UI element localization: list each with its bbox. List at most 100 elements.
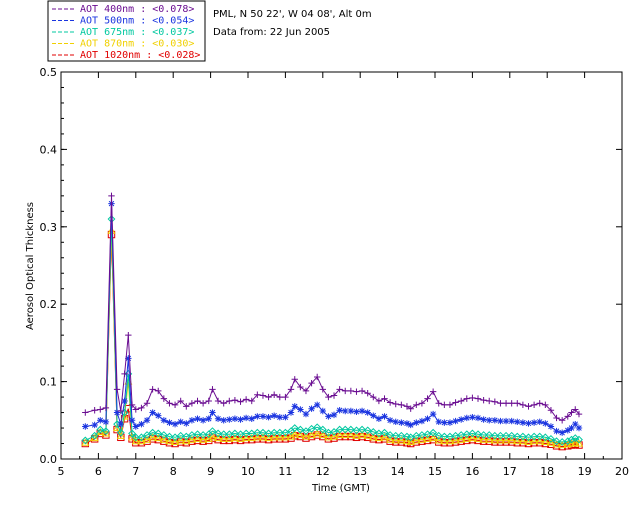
data-point — [302, 427, 310, 436]
data-point — [558, 429, 566, 436]
data-point — [358, 407, 366, 415]
data-point — [270, 391, 278, 398]
x-tick-label: 7 — [132, 465, 139, 478]
data-point — [502, 400, 510, 407]
data-point — [102, 404, 110, 412]
data-point — [536, 418, 543, 426]
data-point — [392, 418, 399, 426]
data-point — [113, 386, 121, 393]
data-point — [171, 420, 179, 428]
data-point — [564, 427, 571, 434]
data-point — [490, 436, 499, 444]
data-point — [275, 428, 284, 437]
data-point — [530, 432, 539, 441]
data-point — [230, 433, 239, 442]
data-point — [155, 412, 162, 419]
data-point — [148, 428, 157, 437]
data-point — [325, 393, 332, 401]
data-point — [258, 433, 268, 441]
data-point — [291, 403, 298, 410]
data-point — [319, 386, 326, 393]
data-point — [128, 401, 136, 409]
data-point — [131, 433, 140, 442]
data-point — [208, 432, 217, 440]
data-point — [441, 419, 448, 426]
x-tick-label: 17 — [503, 465, 517, 478]
data-point — [406, 437, 415, 446]
data-point — [143, 431, 151, 439]
data-point — [424, 395, 431, 402]
data-point — [91, 407, 98, 414]
data-point — [226, 416, 233, 423]
data-point — [97, 417, 104, 424]
data-point — [308, 379, 315, 387]
data-point — [188, 417, 196, 424]
data-point — [330, 392, 338, 399]
data-point — [82, 423, 89, 430]
data-point — [142, 435, 152, 443]
data-point — [166, 400, 173, 407]
data-point — [568, 409, 575, 416]
data-point — [282, 414, 289, 421]
data-point — [502, 436, 511, 444]
legend-label: AOT 675nm : <0.037> — [80, 27, 194, 38]
data-point — [182, 432, 191, 441]
date-label: Data from: 22 Jun 2005 — [213, 27, 330, 38]
data-point — [541, 433, 550, 442]
data-point — [558, 440, 567, 449]
data-point — [429, 388, 437, 395]
data-point — [313, 373, 321, 381]
data-point — [435, 418, 442, 426]
data-point — [441, 401, 448, 409]
data-point — [502, 431, 510, 440]
data-point — [398, 401, 405, 409]
data-point — [353, 408, 360, 415]
data-point — [193, 434, 202, 442]
data-point — [563, 437, 572, 446]
data-point — [530, 436, 539, 445]
legend-label: AOT 1020nm : <0.028> — [80, 50, 200, 61]
data-point — [381, 413, 388, 420]
data-point — [514, 400, 521, 407]
data-point — [159, 435, 168, 443]
data-point — [530, 419, 538, 426]
data-point — [237, 398, 244, 405]
data-point — [128, 433, 137, 441]
data-point — [363, 431, 372, 439]
data-point — [259, 413, 267, 420]
data-point — [435, 400, 442, 407]
data-point — [199, 417, 207, 424]
data-point — [474, 414, 482, 422]
data-point — [440, 432, 449, 441]
data-point — [552, 437, 561, 446]
data-point — [386, 435, 395, 443]
data-point — [143, 417, 151, 424]
data-point — [199, 435, 208, 443]
data-point — [496, 431, 505, 440]
data-point — [270, 433, 279, 441]
x-tick-label: 5 — [58, 465, 65, 478]
data-point — [301, 432, 311, 440]
data-point — [209, 386, 216, 393]
data-point — [330, 428, 338, 436]
data-point — [364, 390, 371, 397]
data-point — [137, 433, 146, 442]
data-point — [572, 420, 579, 428]
data-point — [313, 401, 321, 409]
data-point — [231, 415, 239, 422]
data-point — [287, 386, 295, 393]
data-point — [380, 428, 389, 437]
data-point — [535, 432, 544, 441]
data-point — [480, 396, 487, 404]
data-point — [148, 433, 157, 441]
y-tick-label: 0.4 — [40, 143, 58, 156]
x-tick-label: 20 — [615, 465, 629, 478]
data-point — [160, 417, 168, 424]
data-point — [347, 407, 355, 415]
data-point — [137, 436, 146, 445]
y-axis-title: Aerosol Optical Thickness — [25, 202, 36, 330]
data-point — [412, 436, 421, 444]
data-point — [418, 417, 426, 425]
data-point — [358, 430, 367, 439]
data-point — [370, 412, 377, 419]
